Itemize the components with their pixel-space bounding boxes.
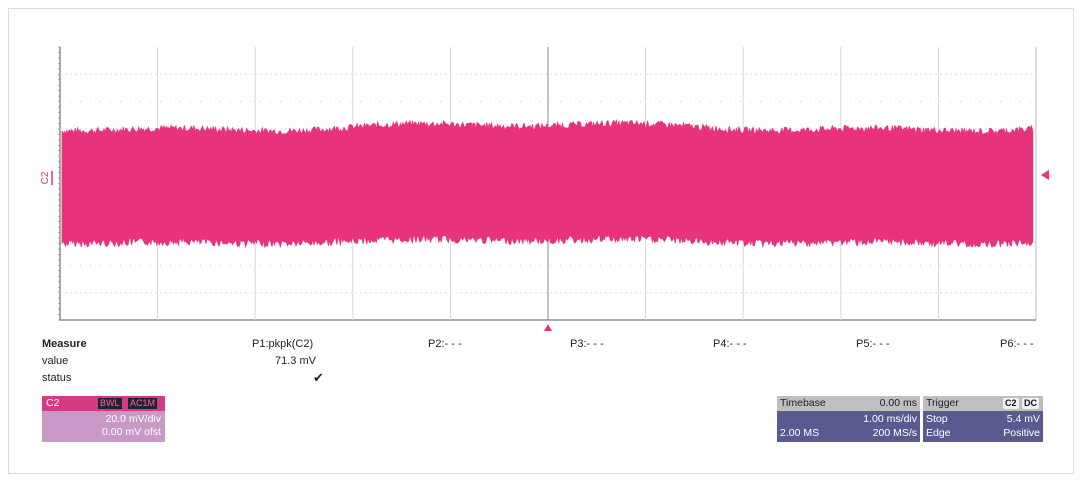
channel-offset: 0.00 mV ofst	[102, 426, 161, 438]
measure-title: Measure	[42, 338, 87, 350]
channel-vdiv: 20.0 mV/div	[105, 413, 161, 425]
trigger-level-marker[interactable]	[1041, 170, 1049, 180]
trigger-source-badge: C2	[1003, 398, 1019, 409]
param-p3-name[interactable]: P3:- - -	[570, 338, 604, 350]
channel-descriptor-header: C2 BWL AC1M	[42, 396, 165, 411]
timebase-descriptor[interactable]: Timebase 0.00 ms 1.00 ms/div 2.00 MS 200…	[777, 396, 920, 442]
trigger-position-marker[interactable]	[544, 324, 552, 331]
param-p5-name[interactable]: P5:- - -	[856, 338, 890, 350]
param-p1-name[interactable]: P1:pkpk(C2)	[252, 338, 314, 350]
timebase-tdiv: 1.00 ms/div	[863, 413, 917, 425]
param-p1-value: 71.3 mV	[275, 355, 316, 367]
trigger-header: Trigger C2 DC	[923, 396, 1043, 411]
oscilloscope-frame	[8, 8, 1074, 474]
timebase-title: Timebase	[780, 397, 826, 409]
coupling-badge: AC1M	[128, 398, 158, 409]
channel-descriptor-c2[interactable]: C2 BWL AC1M 20.0 mV/div 0.00 mV ofst	[42, 396, 165, 442]
channel-marker-label: C2	[40, 171, 51, 184]
timebase-points: 2.00 MS	[780, 427, 820, 439]
trigger-descriptor[interactable]: Trigger C2 DC Stop 5.4 mV Edge Positive	[923, 396, 1043, 442]
c2-trace	[61, 118, 1034, 249]
trigger-title: Trigger	[926, 397, 959, 409]
trigger-type: Edge	[926, 427, 951, 439]
trigger-coupling-badge: DC	[1022, 398, 1039, 409]
measure-status-label: status	[42, 372, 72, 384]
trigger-level: 5.4 mV	[1006, 413, 1040, 425]
trigger-slope: Positive	[1003, 427, 1040, 439]
measure-value-label: value	[42, 355, 69, 367]
checkmark-icon: ✔	[313, 370, 324, 385]
param-p6-name[interactable]: P6:- - -	[1000, 338, 1034, 350]
timebase-rate: 200 MS/s	[872, 427, 917, 439]
channel-name: C2	[46, 397, 60, 409]
param-p4-name[interactable]: P4:- - -	[713, 338, 747, 350]
trigger-mode: Stop	[926, 413, 948, 425]
timebase-delay: 0.00 ms	[879, 397, 917, 409]
timebase-header: Timebase 0.00 ms	[777, 396, 920, 411]
bwl-badge: BWL	[98, 398, 122, 409]
param-p2-name[interactable]: P2:- - -	[428, 338, 462, 350]
